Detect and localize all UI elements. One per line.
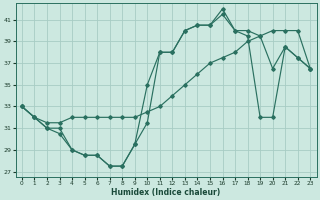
X-axis label: Humidex (Indice chaleur): Humidex (Indice chaleur) (111, 188, 221, 197)
